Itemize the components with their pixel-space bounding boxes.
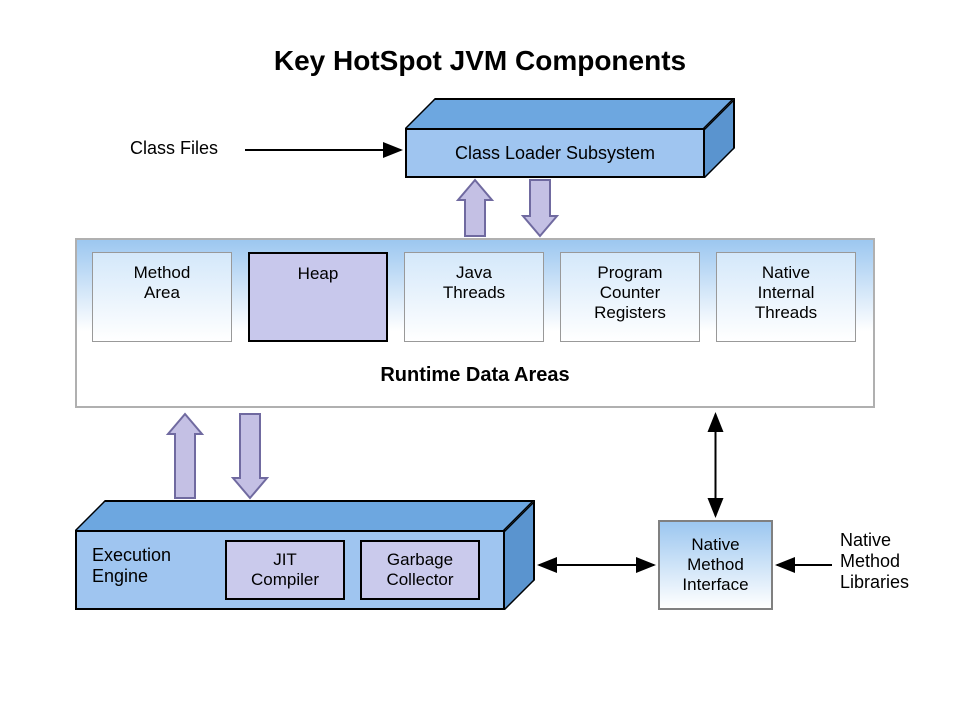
runtime-area-label: Native Internal Threads: [755, 263, 817, 323]
garbage-collector-box: Garbage Collector: [360, 540, 480, 600]
native-method-libraries-label: Native Method Libraries: [840, 530, 909, 593]
jit-label: JIT Compiler: [251, 550, 319, 590]
execution-engine-label: Execution Engine: [92, 545, 171, 587]
runtime-area-box: Method Area: [92, 252, 232, 342]
runtime-area-box: Native Internal Threads: [716, 252, 856, 342]
jit-compiler-box: JIT Compiler: [225, 540, 345, 600]
runtime-area-label: Method Area: [134, 263, 191, 303]
native-method-interface-box: Native Method Interface: [658, 520, 773, 610]
runtime-label: Runtime Data Areas: [77, 364, 873, 387]
class-files-label: Class Files: [130, 138, 218, 159]
runtime-area-label: Program Counter Registers: [594, 263, 666, 323]
runtime-area-box: Program Counter Registers: [560, 252, 700, 342]
diagram-title: Key HotSpot JVM Components: [0, 45, 960, 77]
runtime-area-label: Heap: [298, 264, 339, 284]
heap-box: Heap: [248, 252, 388, 342]
runtime-area-label: Java Threads: [443, 263, 505, 303]
gc-label: Garbage Collector: [386, 550, 453, 590]
runtime-area-box: Java Threads: [404, 252, 544, 342]
class-loader-label: Class Loader Subsystem: [455, 143, 655, 164]
nmi-label: Native Method Interface: [682, 535, 748, 595]
